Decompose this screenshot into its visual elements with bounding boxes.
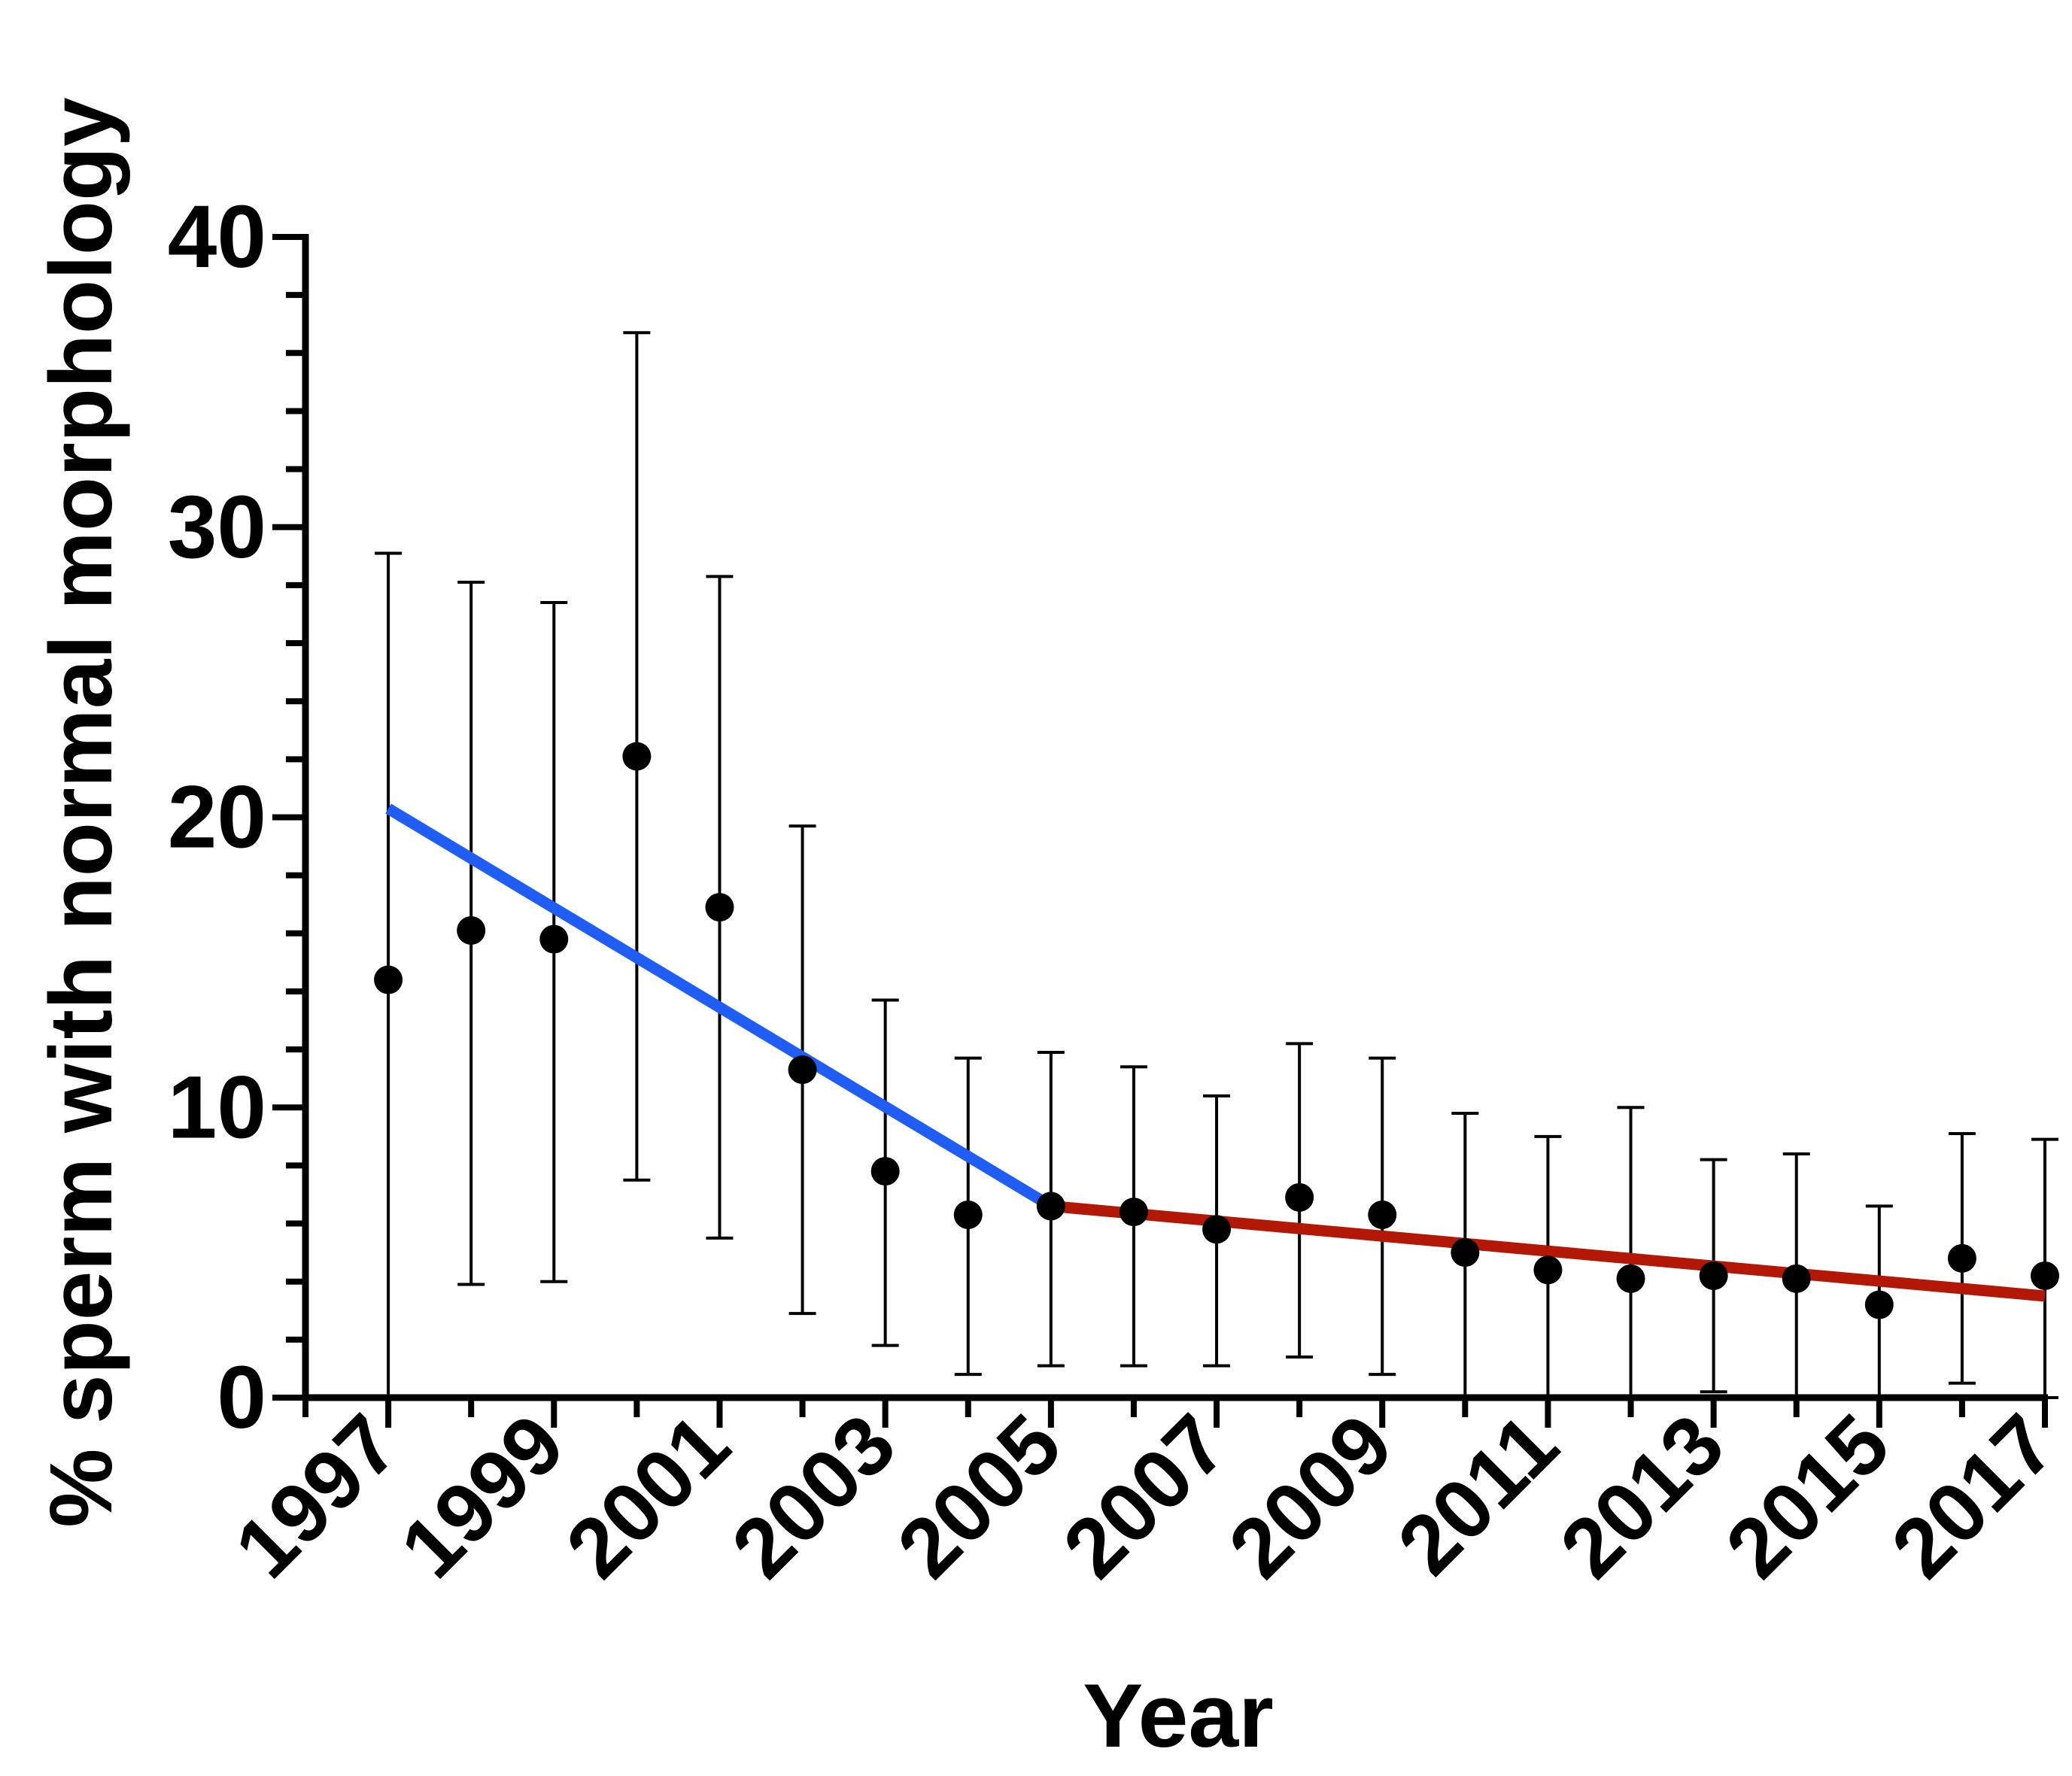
data-point [1036, 1192, 1065, 1221]
data-point [1368, 1200, 1397, 1229]
data-point [1947, 1243, 1976, 1273]
data-point [870, 1157, 900, 1186]
y-tick-label: 0 [217, 1348, 266, 1447]
data-point [1782, 1264, 1811, 1293]
data-point [1451, 1238, 1480, 1267]
data-point [457, 915, 486, 945]
data-point [1864, 1290, 1894, 1319]
data-point [374, 965, 403, 994]
y-tick-label: 10 [168, 1058, 266, 1157]
y-tick-label: 30 [168, 478, 266, 577]
axes [272, 234, 2048, 1428]
data-point [1285, 1182, 1314, 1212]
data-point [705, 893, 734, 922]
data-points [374, 742, 2059, 1319]
data-point [1119, 1198, 1148, 1227]
data-point [1616, 1264, 1645, 1293]
x-axis-title: Year [1083, 1665, 1274, 1766]
data-point [1202, 1215, 1232, 1244]
data-point [1533, 1255, 1563, 1285]
data-point [1699, 1261, 1728, 1290]
x-tick-labels: 1997199920012003200520072009201120132015… [217, 1397, 2072, 1596]
data-point [953, 1200, 983, 1229]
data-point [622, 742, 652, 771]
y-tick-labels: 0 10 20 30 40 [168, 187, 266, 1447]
trend-line-1997-2005 [385, 803, 1054, 1211]
y-axis-title: % sperm with normal morphology [32, 97, 131, 1527]
data-point [2031, 1261, 2059, 1290]
y-tick-label: 40 [168, 187, 266, 287]
data-point [539, 924, 569, 954]
y-tick-label: 20 [168, 768, 266, 867]
data-point [788, 1055, 817, 1085]
